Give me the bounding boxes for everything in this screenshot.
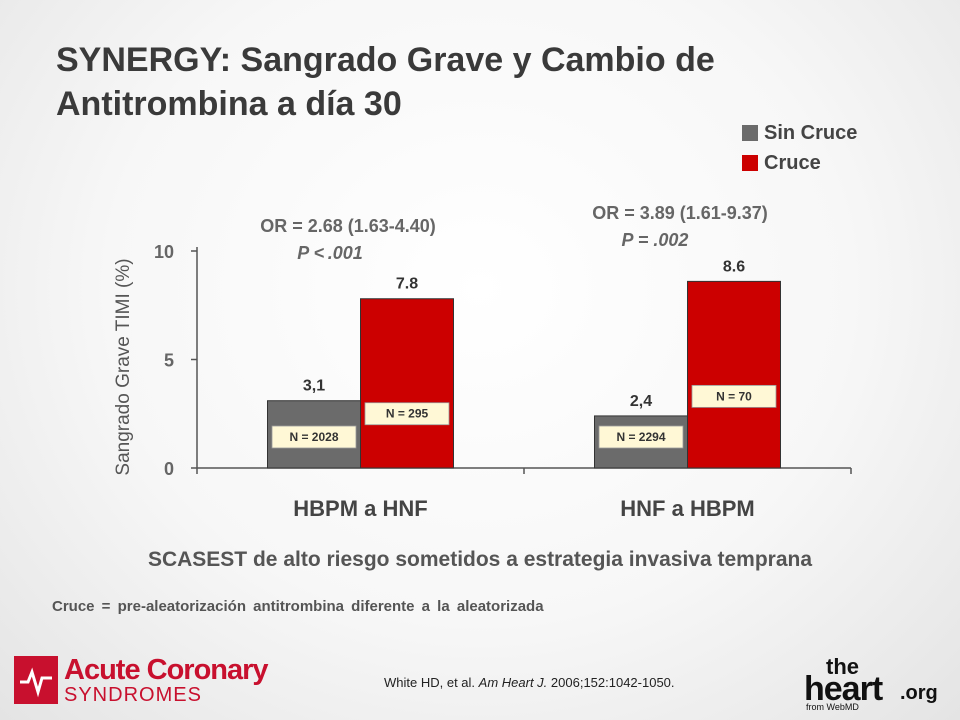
- heart-emblem-icon: [14, 656, 58, 704]
- legend-item-sin-cruce: Sin Cruce: [742, 118, 857, 148]
- p-value-text-2: P = .002: [621, 230, 689, 250]
- chart-legend: Sin Cruce Cruce: [742, 118, 857, 178]
- bar-cruce-1: [687, 280, 781, 469]
- bar-cruce-0: [360, 298, 454, 469]
- citation-details: 2006;152:1042-1050.: [550, 675, 675, 690]
- logo-org: .org: [900, 682, 938, 704]
- legend-swatch-sin-cruce: [742, 125, 758, 141]
- citation: White HD, et al. Am Heart J. 2006;152:10…: [384, 675, 675, 690]
- y-tick-label-0: 0: [164, 459, 174, 479]
- p-value-text-1: P < .001: [297, 243, 363, 263]
- bar-value-label-1-1: 8.6: [723, 258, 745, 275]
- odds-ratio-annotation-2: OR = 3.89 (1.61-9.37) P = .002: [560, 203, 800, 251]
- acute-coronary-syndromes-logo: Acute Coronary SYNDROMES: [14, 654, 269, 706]
- x-category-label-1: HNF a HBPM: [620, 496, 754, 521]
- n-box-1-0: [364, 402, 450, 426]
- n-box-0-0: [271, 425, 357, 449]
- odds-ratio-text-2: OR = 3.89 (1.61-9.37): [592, 203, 768, 223]
- n-label-0-1: N = 2294: [616, 430, 665, 444]
- y-axis-label: Sangrado Grave TIMI (%): [113, 258, 134, 476]
- logo-heart: heart: [804, 670, 883, 708]
- logo-line-2: SYNDROMES: [64, 684, 202, 706]
- bar-value-label-0-1: 2,4: [630, 393, 652, 410]
- footnote: Cruce = pre-aleatorización antitrombina …: [52, 598, 544, 615]
- n-label-1-1: N = 70: [716, 389, 752, 403]
- legend-label-sin-cruce: Sin Cruce: [764, 121, 858, 144]
- y-tick-label-1: 5: [164, 351, 174, 371]
- logo-from: from WebMD: [806, 702, 859, 712]
- n-box-0-1: [598, 425, 684, 449]
- n-label-1-0: N = 295: [386, 407, 429, 421]
- odds-ratio-text-1: OR = 2.68 (1.63-4.40): [260, 216, 436, 236]
- n-box-1-1: [691, 384, 777, 408]
- citation-authors: White HD, et al.: [384, 675, 476, 690]
- legend-label-cruce: Cruce: [764, 151, 821, 174]
- slide-title: SYNERGY: Sangrado Grave y Cambio de Anti…: [56, 41, 715, 123]
- theheart-org-logo: the heart .org from WebMD: [804, 652, 954, 716]
- bar-value-label-0-0: 3,1: [303, 378, 325, 395]
- chart-subtitle: SCASEST de alto riesgo sometidos a estra…: [147, 548, 813, 571]
- y-tick-label-2: 10: [154, 242, 174, 262]
- logo-line-1: Acute Coronary: [64, 654, 269, 686]
- n-label-0-0: N = 2028: [289, 430, 338, 444]
- x-category-label-0: HBPM a HNF: [293, 496, 427, 521]
- logo-the: the: [826, 654, 859, 679]
- legend-swatch-cruce: [742, 155, 758, 171]
- legend-item-cruce: Cruce: [742, 148, 857, 178]
- citation-journal: Am Heart J.: [478, 675, 548, 690]
- odds-ratio-annotation-1: OR = 2.68 (1.63-4.40) P < .001: [228, 216, 468, 264]
- bar-value-label-1-0: 7.8: [396, 276, 418, 293]
